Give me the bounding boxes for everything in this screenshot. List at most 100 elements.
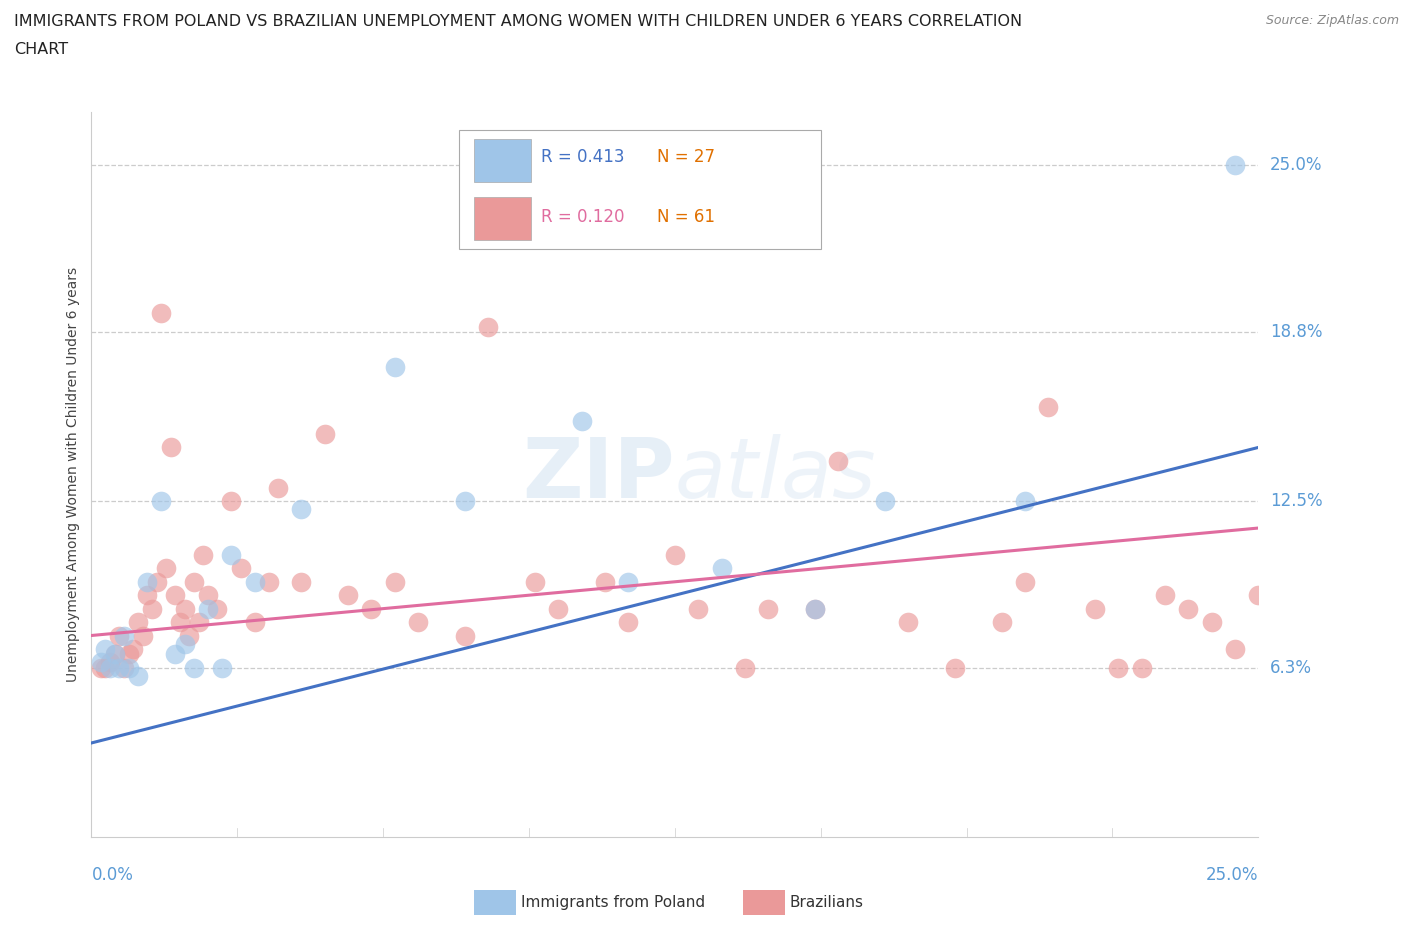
Point bbox=[688, 601, 710, 616]
Point bbox=[145, 575, 167, 590]
Point bbox=[165, 588, 187, 603]
Point bbox=[1201, 615, 1223, 630]
Point bbox=[1130, 660, 1153, 675]
Point bbox=[173, 636, 195, 651]
Point bbox=[267, 480, 290, 495]
Point bbox=[136, 588, 159, 603]
Point bbox=[406, 615, 429, 630]
Point bbox=[118, 660, 141, 675]
Point bbox=[132, 628, 155, 643]
Point bbox=[1154, 588, 1177, 603]
Point bbox=[384, 575, 406, 590]
Point bbox=[1014, 575, 1036, 590]
Text: Source: ZipAtlas.com: Source: ZipAtlas.com bbox=[1265, 14, 1399, 27]
Point bbox=[1107, 660, 1129, 675]
FancyBboxPatch shape bbox=[742, 890, 785, 914]
Point bbox=[136, 575, 159, 590]
Point bbox=[183, 660, 205, 675]
Point bbox=[127, 669, 149, 684]
Point bbox=[94, 642, 117, 657]
Point bbox=[617, 575, 640, 590]
Point bbox=[118, 647, 141, 662]
Point bbox=[112, 660, 135, 675]
Point bbox=[98, 655, 121, 670]
Text: N = 27: N = 27 bbox=[658, 148, 716, 166]
Point bbox=[897, 615, 920, 630]
Point bbox=[734, 660, 756, 675]
Point bbox=[337, 588, 360, 603]
Point bbox=[169, 615, 191, 630]
Point bbox=[1038, 400, 1060, 415]
Point bbox=[173, 601, 195, 616]
Text: CHART: CHART bbox=[14, 42, 67, 57]
Point bbox=[112, 628, 135, 643]
Point bbox=[454, 494, 477, 509]
Point bbox=[179, 628, 201, 643]
Point bbox=[165, 647, 187, 662]
Point bbox=[211, 660, 233, 675]
Point bbox=[990, 615, 1012, 630]
Point bbox=[207, 601, 229, 616]
Point bbox=[187, 615, 209, 630]
Point bbox=[90, 660, 112, 675]
Point bbox=[243, 615, 266, 630]
Point bbox=[1223, 158, 1246, 173]
Point bbox=[1084, 601, 1107, 616]
Point bbox=[155, 561, 177, 576]
Point bbox=[257, 575, 280, 590]
Text: 25.0%: 25.0% bbox=[1270, 156, 1323, 174]
Text: 18.8%: 18.8% bbox=[1270, 323, 1323, 341]
Point bbox=[221, 494, 243, 509]
Point bbox=[183, 575, 205, 590]
Point bbox=[360, 601, 382, 616]
Point bbox=[122, 642, 145, 657]
FancyBboxPatch shape bbox=[474, 140, 531, 182]
Point bbox=[229, 561, 252, 576]
Text: Immigrants from Poland: Immigrants from Poland bbox=[520, 895, 704, 910]
Point bbox=[804, 601, 827, 616]
Point bbox=[943, 660, 966, 675]
Point bbox=[314, 427, 336, 442]
Point bbox=[710, 561, 733, 576]
Point bbox=[384, 359, 406, 374]
Point bbox=[98, 660, 121, 675]
Point bbox=[104, 647, 127, 662]
Point bbox=[804, 601, 827, 616]
Point bbox=[159, 440, 181, 455]
Point bbox=[150, 494, 173, 509]
Point bbox=[150, 306, 173, 321]
Point bbox=[547, 601, 569, 616]
Y-axis label: Unemployment Among Women with Children Under 6 years: Unemployment Among Women with Children U… bbox=[66, 267, 80, 682]
FancyBboxPatch shape bbox=[474, 890, 516, 914]
Point bbox=[127, 615, 149, 630]
Text: 12.5%: 12.5% bbox=[1270, 492, 1323, 511]
FancyBboxPatch shape bbox=[458, 130, 821, 249]
Point bbox=[193, 548, 215, 563]
Text: N = 61: N = 61 bbox=[658, 207, 716, 226]
Text: 25.0%: 25.0% bbox=[1206, 866, 1258, 884]
Text: 0.0%: 0.0% bbox=[91, 866, 134, 884]
Point bbox=[1177, 601, 1199, 616]
Point bbox=[454, 628, 477, 643]
Point bbox=[197, 588, 219, 603]
Point bbox=[523, 575, 546, 590]
Point bbox=[477, 319, 499, 334]
Text: Brazilians: Brazilians bbox=[789, 895, 863, 910]
Text: 6.3%: 6.3% bbox=[1270, 658, 1312, 677]
Point bbox=[664, 548, 686, 563]
Point bbox=[108, 660, 131, 675]
Point bbox=[571, 413, 593, 428]
Point bbox=[617, 615, 640, 630]
FancyBboxPatch shape bbox=[474, 197, 531, 240]
Point bbox=[756, 601, 779, 616]
Point bbox=[827, 454, 849, 469]
Point bbox=[90, 655, 112, 670]
Text: atlas: atlas bbox=[675, 433, 876, 515]
Point bbox=[593, 575, 616, 590]
Point bbox=[108, 628, 131, 643]
Point bbox=[94, 660, 117, 675]
Point bbox=[290, 575, 312, 590]
Point bbox=[221, 548, 243, 563]
Point bbox=[290, 502, 312, 517]
Text: R = 0.120: R = 0.120 bbox=[541, 207, 624, 226]
